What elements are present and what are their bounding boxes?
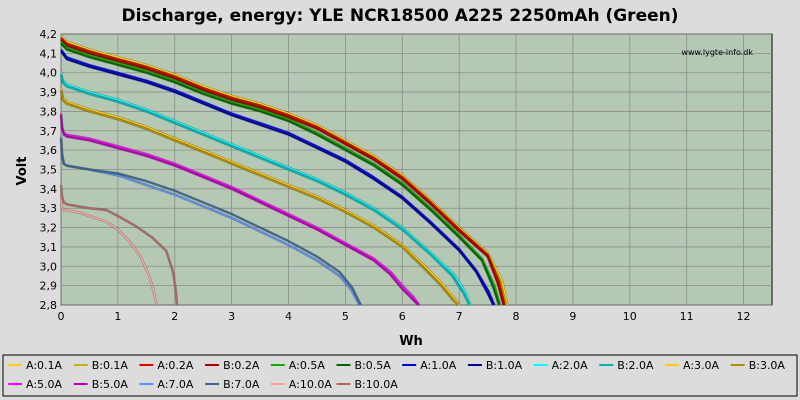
legend: A:0.1A B:0.1A A:0.2A B:0.2A A:0.5A B:0.5A A:1.… bbox=[2, 354, 798, 397]
x-tick-label: 11 bbox=[680, 310, 694, 323]
x-tick-label: 2 bbox=[171, 310, 178, 323]
y-tick-label: 3,0 bbox=[40, 260, 58, 273]
y-tick-label: 3,1 bbox=[40, 241, 58, 254]
x-tick-label: 0 bbox=[58, 310, 65, 323]
x-tick-label: 8 bbox=[513, 310, 520, 323]
series-line bbox=[60, 184, 178, 306]
x-tick-label: 1 bbox=[114, 310, 121, 323]
series-line bbox=[60, 50, 495, 306]
y-tick-label: 4,0 bbox=[40, 67, 58, 80]
series-line bbox=[60, 113, 420, 306]
legend-label: B:0.1A bbox=[92, 359, 129, 372]
legend-label: B:0.5A bbox=[355, 359, 392, 372]
series-lines bbox=[59, 34, 509, 306]
legend-label: A:3.0A bbox=[683, 359, 720, 372]
y-tick-label: 3,4 bbox=[40, 183, 58, 196]
y-tick-label: 3,6 bbox=[40, 144, 58, 157]
legend-label: A:0.2A bbox=[157, 359, 194, 372]
legend-label: B:1.0A bbox=[486, 359, 523, 372]
x-tick-label: 4 bbox=[285, 310, 292, 323]
legend-box bbox=[2, 354, 798, 397]
y-tick-label: 4,2 bbox=[40, 28, 58, 41]
y-tick-label: 2,8 bbox=[40, 299, 58, 312]
y-tick-label: 3,3 bbox=[40, 202, 58, 215]
series-line bbox=[60, 72, 472, 306]
x-tick-label: 6 bbox=[399, 310, 406, 323]
y-axis-label: Volt bbox=[15, 157, 30, 186]
legend-label: A:7.0A bbox=[157, 378, 194, 391]
series-line bbox=[60, 41, 501, 306]
y-tick-label: 2,9 bbox=[40, 280, 58, 293]
axis-ticks: 0 1 2 3 4 5 6 7 8 9 10 11 122,82,93,03,13,23,33,43,5… bbox=[40, 28, 751, 323]
y-tick-label: 4,1 bbox=[40, 47, 58, 60]
chart-title: Discharge, energy: YLE NCR18500 A225 225… bbox=[121, 6, 678, 26]
y-tick-label: 3,8 bbox=[40, 105, 58, 118]
series-line bbox=[60, 43, 500, 306]
series-line bbox=[60, 37, 506, 306]
legend-label: A:0.1A bbox=[26, 359, 63, 372]
legend-label: A:0.5A bbox=[289, 359, 326, 372]
watermark: www.lygte-info.dk bbox=[681, 48, 753, 57]
series-line bbox=[60, 39, 505, 306]
legend-label: A:1.0A bbox=[420, 359, 457, 372]
series-line bbox=[60, 115, 419, 306]
y-tick-label: 3,7 bbox=[40, 125, 58, 138]
x-tick-label: 12 bbox=[737, 310, 751, 323]
series-line bbox=[60, 88, 460, 306]
legend-label: B:7.0A bbox=[223, 378, 260, 391]
x-tick-label: 5 bbox=[342, 310, 349, 323]
legend-label: A:2.0A bbox=[552, 359, 589, 372]
legend-label: B:10.0A bbox=[355, 378, 399, 391]
legend-label: A:5.0A bbox=[26, 378, 63, 391]
x-tick-label: 7 bbox=[456, 310, 463, 323]
series-line bbox=[60, 35, 509, 306]
x-tick-label: 9 bbox=[569, 310, 576, 323]
series-line bbox=[60, 74, 471, 306]
y-tick-label: 3,5 bbox=[40, 164, 58, 177]
series-line bbox=[60, 49, 496, 306]
legend-label: B:5.0A bbox=[92, 378, 129, 391]
series-line bbox=[60, 89, 459, 306]
legend-label: A:10.0A bbox=[289, 378, 333, 391]
y-tick-label: 3,2 bbox=[40, 222, 58, 235]
y-tick-label: 3,9 bbox=[40, 86, 58, 99]
x-tick-label: 3 bbox=[228, 310, 235, 323]
legend-label: B:0.2A bbox=[223, 359, 260, 372]
series-line bbox=[60, 194, 158, 306]
series-line bbox=[60, 138, 362, 306]
legend-label: B:2.0A bbox=[617, 359, 654, 372]
x-tick-label: 10 bbox=[623, 310, 637, 323]
legend-label: B:3.0A bbox=[749, 359, 786, 372]
x-axis-label: Wh bbox=[399, 334, 423, 349]
